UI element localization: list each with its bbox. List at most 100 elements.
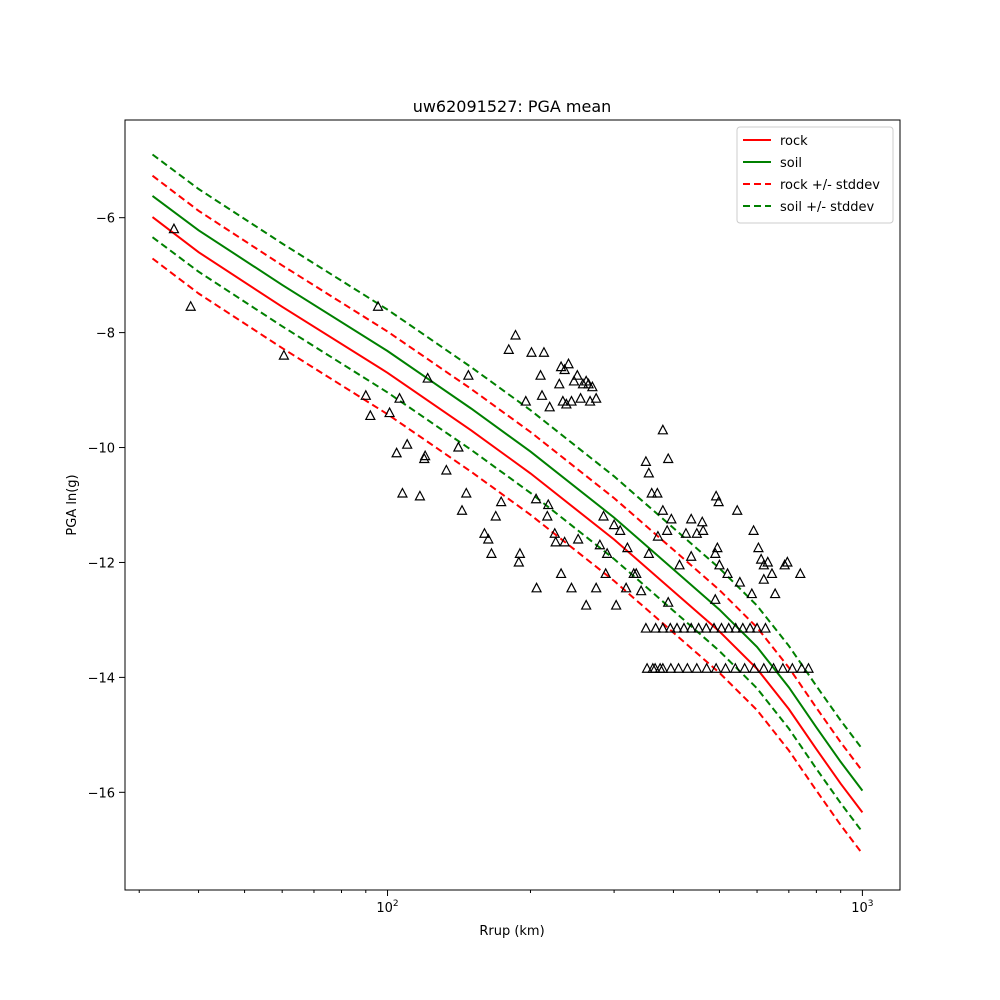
observation-point xyxy=(586,380,598,392)
y-tick-label: −16 xyxy=(88,786,115,801)
observation-point xyxy=(462,369,474,380)
observation-point xyxy=(482,533,494,544)
observation-point xyxy=(590,392,602,403)
observation-point xyxy=(565,582,577,593)
x-tick-label: 102 xyxy=(376,899,398,916)
observation-point xyxy=(737,622,749,633)
legend-label: soil xyxy=(780,156,802,171)
observation-point xyxy=(621,541,633,553)
observation-point xyxy=(503,343,515,354)
observation-points xyxy=(168,222,814,673)
series-line-3 xyxy=(151,257,864,855)
observation-point xyxy=(583,378,595,389)
observation-point xyxy=(716,622,727,633)
observation-point xyxy=(657,622,669,633)
observation-point xyxy=(640,622,652,633)
observation-point xyxy=(643,547,655,558)
observation-point xyxy=(555,567,567,579)
observation-point xyxy=(697,524,709,535)
observation-point xyxy=(541,510,553,521)
observation-point xyxy=(652,530,664,541)
legend-box xyxy=(736,126,894,224)
observation-point xyxy=(751,622,763,633)
observation-point xyxy=(520,395,532,406)
observation-point xyxy=(559,363,571,375)
observation-point xyxy=(514,547,526,558)
observation-point xyxy=(729,662,741,673)
observation-point xyxy=(758,573,770,584)
observation-point xyxy=(661,524,673,535)
observation-point xyxy=(396,487,408,498)
observation-point xyxy=(685,513,697,524)
observation-point xyxy=(674,559,686,570)
observation-point xyxy=(168,222,180,234)
observation-point xyxy=(630,567,642,579)
observation-point xyxy=(530,492,542,504)
observation-point xyxy=(422,372,434,383)
observation-point xyxy=(384,406,396,418)
observation-point xyxy=(601,547,613,558)
observation-point xyxy=(673,662,685,673)
observation-point xyxy=(665,662,677,673)
observation-point xyxy=(485,547,497,558)
series-lines xyxy=(151,153,864,855)
observation-point xyxy=(513,556,525,567)
observation-point xyxy=(542,498,554,510)
observation-point xyxy=(794,567,806,579)
observation-point xyxy=(691,527,703,538)
observation-point xyxy=(779,559,791,570)
observation-point xyxy=(560,398,572,409)
observation-point xyxy=(803,662,814,673)
y-tick-label: −10 xyxy=(88,442,115,457)
observation-point xyxy=(620,582,632,593)
observation-point xyxy=(700,622,712,633)
observation-point xyxy=(641,662,653,673)
observation-point xyxy=(665,513,677,524)
observation-point xyxy=(723,622,735,633)
observation-point xyxy=(608,518,620,530)
legend: rock soil rock +/- stddev soil +/- stddev xyxy=(736,126,894,224)
observation-point xyxy=(722,567,734,579)
y-axis-label: PGA ln(g) xyxy=(65,474,80,535)
series-line-2 xyxy=(151,174,864,772)
observation-point xyxy=(563,357,575,369)
series-line-5 xyxy=(151,236,864,833)
observation-point xyxy=(752,541,764,553)
observation-point xyxy=(786,662,798,673)
y-tick-label: −6 xyxy=(96,212,115,227)
observation-point xyxy=(680,527,692,538)
observation-point xyxy=(713,495,725,507)
legend-label: soil +/- stddev xyxy=(780,200,875,215)
observation-point xyxy=(590,582,602,593)
observation-point xyxy=(730,622,742,633)
observation-point xyxy=(693,622,705,633)
observation-point xyxy=(731,504,743,515)
observation-point xyxy=(708,622,720,633)
observation-point xyxy=(460,487,472,498)
observation-point xyxy=(746,587,758,599)
observation-point xyxy=(755,553,767,564)
observation-point xyxy=(544,401,556,412)
observation-point xyxy=(419,449,431,461)
x-axis-ticks: 102 103 xyxy=(138,890,874,916)
observation-point xyxy=(710,662,722,673)
observation-point xyxy=(696,515,708,527)
y-axis-ticks: −6 −8 −10 −12 −14 −16 xyxy=(88,212,125,801)
observation-point xyxy=(372,300,384,311)
observation-point xyxy=(701,662,713,673)
observation-point xyxy=(580,599,592,610)
observation-point xyxy=(536,389,548,400)
observation-point xyxy=(662,596,674,607)
observation-point xyxy=(657,504,669,515)
observation-point xyxy=(664,622,676,633)
observation-point xyxy=(758,662,770,673)
observation-point xyxy=(748,662,760,673)
observation-point xyxy=(646,487,658,498)
observation-point xyxy=(671,622,683,633)
observation-point xyxy=(600,567,612,579)
observation-point xyxy=(360,389,372,400)
observation-point xyxy=(550,536,562,547)
observation-point xyxy=(538,346,550,357)
observation-point xyxy=(678,622,690,633)
